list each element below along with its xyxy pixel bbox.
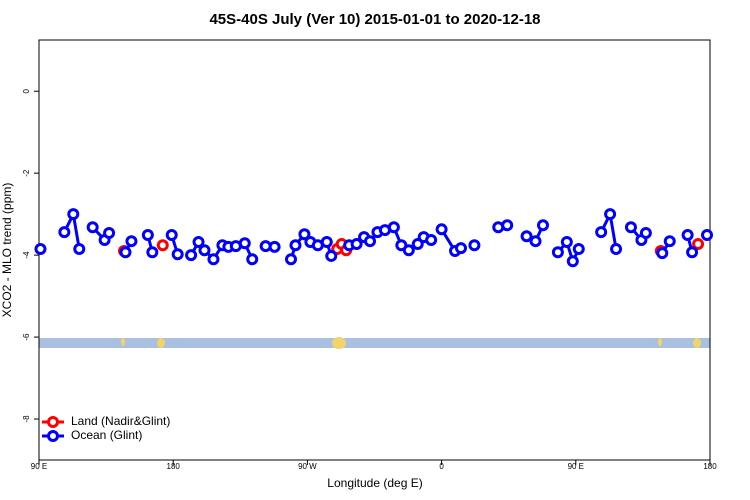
data-point [350, 238, 363, 251]
data-point [425, 233, 438, 246]
data-point [435, 223, 448, 236]
data-point [125, 235, 138, 248]
data-point [141, 229, 154, 242]
data-point [238, 237, 251, 250]
x-tick-label: 0 [439, 462, 444, 471]
land-mask [658, 338, 662, 346]
land-mask-band [39, 338, 710, 348]
land-mask [693, 338, 701, 348]
data-point [686, 246, 699, 259]
y-tick-label: 0 [22, 88, 31, 93]
data-point [268, 240, 281, 253]
data-point [402, 244, 415, 257]
land-mask [121, 338, 125, 346]
data-point [692, 238, 705, 251]
chart-title: 45S-40S July (Ver 10) 2015-01-01 to 2020… [209, 11, 540, 28]
data-point [468, 239, 481, 252]
x-tick-label: 180 [703, 462, 717, 471]
data-point [387, 221, 400, 234]
data-point [560, 236, 573, 249]
data-point [520, 230, 533, 243]
legend-label: Ocean (Glint) [71, 428, 142, 442]
legend-marker [47, 416, 59, 428]
data-point [67, 208, 80, 221]
y-tick-label: -6 [22, 333, 31, 341]
x-tick-label: 90 E [568, 462, 584, 471]
data-point [185, 249, 198, 262]
data-point [639, 226, 652, 239]
data-point [551, 246, 564, 259]
land-mask [157, 338, 165, 348]
data-point [364, 235, 377, 248]
data-point [624, 221, 637, 234]
data-point [246, 253, 259, 266]
data-point [610, 242, 623, 255]
data-point [298, 228, 311, 241]
data-point [656, 247, 669, 260]
data-point [501, 219, 514, 232]
plot-frame [38, 39, 711, 461]
legend-label: Land (Nadir&Glint) [71, 414, 170, 428]
data-point [663, 235, 676, 248]
data-point [198, 244, 211, 257]
data-point [73, 242, 86, 255]
data-point [58, 226, 71, 239]
data-point [156, 239, 169, 252]
x-tick-label: 180 [167, 462, 181, 471]
data-point [86, 221, 99, 234]
data-point [165, 229, 178, 242]
data-point [207, 253, 220, 266]
series-line [556, 238, 581, 266]
data-point [320, 236, 333, 249]
data-point [289, 239, 302, 252]
x-tick-label: 90 W [298, 462, 317, 471]
data-point [572, 242, 585, 255]
land-mask [332, 337, 346, 349]
data-point [325, 249, 338, 262]
data-point [681, 229, 694, 242]
data-point [604, 208, 617, 221]
data-point [454, 242, 467, 255]
data-point [284, 253, 297, 266]
y-tick-label: -4 [22, 251, 31, 259]
data-point [566, 255, 579, 268]
y-tick-label: -8 [22, 415, 31, 423]
data-point [411, 238, 424, 251]
x-axis-label: Longitude (deg E) [327, 476, 422, 490]
data-point [595, 226, 608, 239]
data-point [119, 246, 132, 259]
data-point [192, 236, 205, 249]
data-point [529, 235, 542, 248]
data-point [103, 226, 116, 239]
data-point [146, 246, 159, 259]
data-point [701, 229, 714, 242]
legend-marker [47, 430, 59, 442]
y-tick-label: -2 [22, 169, 31, 177]
data-point [536, 219, 549, 232]
data-point [34, 242, 47, 255]
data-point [171, 248, 184, 261]
x-tick-label: 90 E [31, 462, 47, 471]
y-axis-label: XCO2 - MLO trend (ppm) [0, 183, 14, 318]
